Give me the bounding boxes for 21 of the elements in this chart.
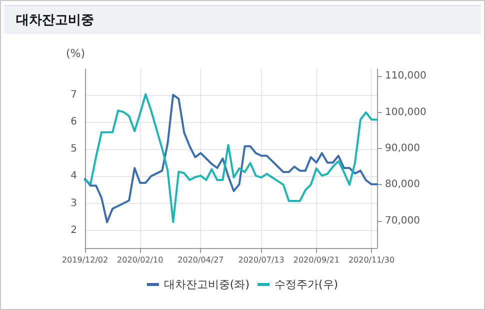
x-tick-label: 2020/02/10	[117, 256, 164, 264]
x-tick-label: 2020/11/30	[348, 256, 395, 264]
y2-tick-label: 90,000	[385, 143, 420, 154]
chart-title: 대차잔고비중	[4, 5, 481, 34]
y-axis-title: (%)	[66, 47, 85, 60]
y2-tick-label: 110,000	[385, 70, 426, 82]
y2-tick-label: 70,000	[385, 215, 420, 226]
y-tick-label: 2	[70, 224, 77, 236]
y2-tick-label: 100,000	[385, 106, 426, 118]
x-tick-label: 2019/12/02	[62, 256, 108, 264]
x-tick-label: 2020/09/21	[293, 256, 340, 264]
legend-label: 수정주가(우)	[274, 278, 338, 291]
y-tick-label: 5	[70, 144, 77, 155]
y-tick-label: 3	[70, 198, 77, 209]
y-tick-label: 7	[70, 89, 77, 100]
x-tick-label: 2020/04/27	[178, 256, 224, 264]
x-tick-label: 2020/07/13	[238, 256, 284, 264]
y2-tick-label: 80,000	[385, 179, 420, 190]
y-tick-label: 6	[70, 116, 77, 128]
legend-label: 대차잔고비중(좌)	[164, 278, 250, 291]
y-tick-label: 4	[70, 170, 77, 182]
